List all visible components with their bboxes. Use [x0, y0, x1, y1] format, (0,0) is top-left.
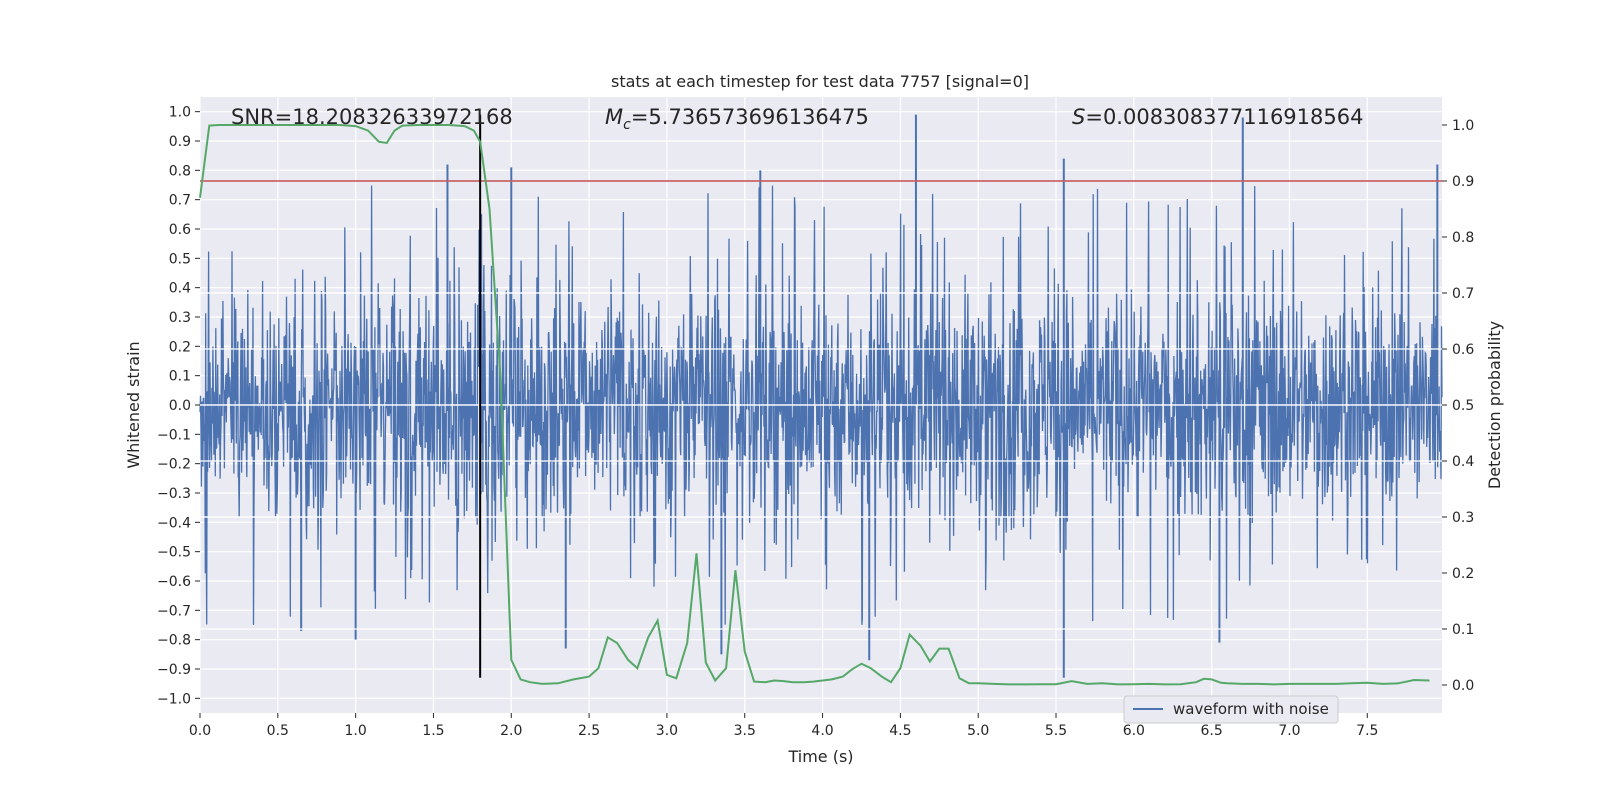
chart-title: stats at each timestep for test data 775… — [611, 72, 1029, 91]
left-tick-label: −0.2 — [157, 457, 191, 473]
left-tick-label: 0.9 — [169, 134, 191, 150]
right-tick-label: 0.5 — [1452, 398, 1474, 414]
left-tick-label: −1.0 — [157, 691, 191, 707]
left-tick-label: 0.2 — [169, 339, 191, 355]
x-tick-label: 1.5 — [422, 723, 444, 739]
right-tick-label: 0.7 — [1452, 286, 1474, 302]
right-axis-ticks: 1.0 0.9 0.8 0.7 0.6 0.5 0.4 0.3 0.2 0.1 0.0 — [1442, 118, 1474, 694]
x-tick-label: 6.0 — [1123, 723, 1145, 739]
x-tick-label: 5.0 — [967, 723, 989, 739]
left-tick-label: −0.3 — [157, 486, 191, 502]
legend-box — [1123, 695, 1339, 724]
right-tick-label: 0.4 — [1452, 454, 1474, 470]
right-tick-label: 0.0 — [1452, 678, 1474, 694]
right-tick-label: 0.8 — [1452, 230, 1474, 246]
x-tick-label: 3.5 — [734, 723, 756, 739]
left-tick-label: −0.4 — [157, 515, 191, 531]
right-tick-label: 0.2 — [1452, 566, 1474, 582]
legend: waveform with noise — [1123, 695, 1339, 724]
left-tick-label: −0.5 — [157, 545, 191, 561]
right-tick-label: 0.1 — [1452, 622, 1474, 638]
x-tick-label: 0.5 — [267, 723, 289, 739]
left-tick-label: 1.0 — [169, 105, 191, 121]
left-tick-label: 0.7 — [169, 193, 191, 209]
x-tick-label: 0.0 — [189, 723, 211, 739]
x-tick-label: 7.5 — [1356, 723, 1378, 739]
x-tick-label: 2.5 — [578, 723, 600, 739]
x-axis-ticks: 0.0 0.5 1.0 1.5 2.0 2.5 3.0 3.5 4.0 4.5 5.0 5.5 6.0 6… — [189, 713, 1378, 739]
chirp-mass-value: =5.736573696136475 — [631, 105, 869, 129]
left-tick-label: −0.1 — [157, 427, 191, 443]
left-axis-ticks: 1.0 0.9 0.8 0.7 0.6 0.5 0.4 0.3 0.2 0.1 0.0 −0.1 −0.… — [157, 105, 200, 707]
right-tick-label: 0.9 — [1452, 174, 1474, 190]
right-tick-label: 0.3 — [1452, 510, 1474, 526]
x-axis-label: Time (s) — [787, 747, 853, 766]
legend-label: waveform with noise — [1173, 700, 1329, 718]
left-tick-label: −0.6 — [157, 574, 191, 590]
right-tick-label: 0.6 — [1452, 342, 1474, 358]
s-annotation: S=0.008308377116918564 — [1072, 105, 1363, 129]
left-tick-label: 0.3 — [169, 310, 191, 326]
left-tick-label: 0.0 — [169, 398, 191, 414]
x-tick-label: 1.0 — [345, 723, 367, 739]
left-tick-label: 0.4 — [169, 281, 191, 297]
white-band-lines — [200, 180, 1442, 630]
x-tick-label: 5.5 — [1045, 723, 1067, 739]
x-tick-label: 7.0 — [1278, 723, 1300, 739]
x-tick-label: 4.5 — [889, 723, 911, 739]
left-tick-label: −0.8 — [157, 633, 191, 649]
left-tick-label: −0.9 — [157, 662, 191, 678]
chirp-mass-symbol: M — [605, 105, 623, 129]
left-tick-label: 0.6 — [169, 222, 191, 238]
detection-probability-line — [199, 124, 1430, 686]
left-tick-label: −0.7 — [157, 603, 191, 619]
left-tick-label: 0.8 — [169, 163, 191, 179]
left-tick-label: 0.5 — [169, 251, 191, 267]
left-tick-label: 0.1 — [169, 369, 191, 385]
x-tick-label: 2.0 — [500, 723, 522, 739]
s-symbol: S — [1072, 105, 1085, 129]
x-tick-label: 3.0 — [656, 723, 678, 739]
chirp-mass-annotation: Mc=5.736573696136475 — [605, 105, 869, 133]
chirp-mass-subscript: c — [623, 117, 631, 133]
left-axis-label: Whitened strain — [124, 341, 143, 468]
snr-annotation: SNR=18.20832633972168 — [231, 105, 513, 129]
x-tick-label: 4.0 — [811, 723, 833, 739]
right-axis-label: Detection probability — [1485, 321, 1504, 489]
s-value: =0.008308377116918564 — [1085, 105, 1363, 129]
x-tick-label: 6.5 — [1201, 723, 1223, 739]
right-tick-label: 1.0 — [1452, 118, 1474, 134]
